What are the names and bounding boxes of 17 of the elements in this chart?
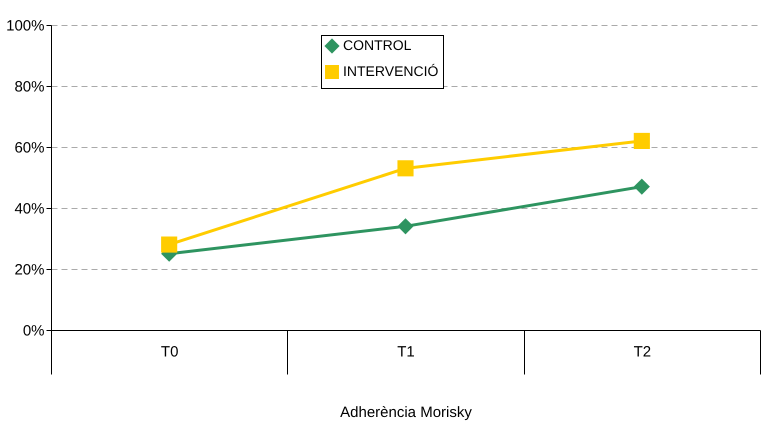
- x-tick-label: T1: [397, 344, 415, 360]
- legend-label: CONTROL: [343, 37, 412, 53]
- x-tick-label: T0: [160, 344, 178, 360]
- y-tick-label: 40%: [14, 200, 44, 218]
- y-tick-label: 80%: [14, 78, 44, 96]
- y-tick-label: 100%: [6, 18, 44, 34]
- point: [634, 132, 650, 149]
- x-axis-title: Adherència Morisky: [340, 404, 472, 421]
- x-tick-label: T2: [634, 344, 652, 360]
- point: [634, 178, 650, 195]
- y-tick-label: 0%: [22, 322, 44, 340]
- point: [397, 160, 414, 176]
- y-tick-label: 20%: [14, 262, 44, 278]
- point: [397, 218, 414, 234]
- legend-label: INTERVENCIÓ: [343, 63, 439, 79]
- y-tick-label: 60%: [14, 140, 44, 156]
- point: [161, 236, 178, 253]
